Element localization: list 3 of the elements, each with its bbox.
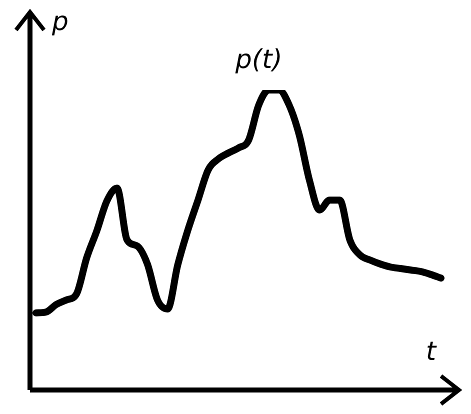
text: p(t): [234, 45, 282, 75]
x-axis-title: t: [426, 337, 437, 367]
y-axis-title: p: [51, 7, 69, 37]
